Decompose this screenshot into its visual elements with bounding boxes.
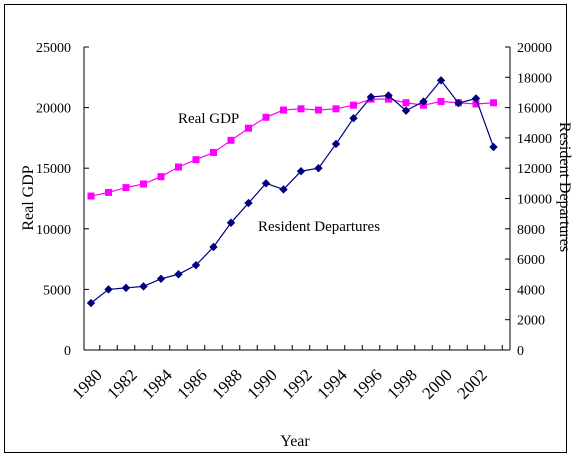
data-point-resident-departures bbox=[139, 282, 148, 291]
data-point-resident-departures bbox=[471, 94, 481, 103]
data-point-real-gdp bbox=[262, 113, 270, 121]
data-point-resident-departures bbox=[314, 164, 323, 173]
right-tick-label: 0 bbox=[517, 344, 524, 359]
data-point-real-gdp bbox=[315, 106, 322, 114]
x-tick-label: 1986 bbox=[173, 365, 210, 402]
data-point-resident-departures bbox=[244, 198, 253, 208]
data-point-resident-departures bbox=[296, 167, 306, 176]
x-tick-label: 1990 bbox=[243, 365, 280, 402]
left-tick-label: 20000 bbox=[36, 102, 71, 117]
data-point-resident-departures bbox=[226, 218, 236, 227]
data-point-real-gdp bbox=[157, 173, 165, 181]
data-point-resident-departures bbox=[191, 260, 201, 270]
data-point-real-gdp bbox=[350, 101, 357, 109]
x-tick-label: 2000 bbox=[418, 365, 455, 402]
data-point-resident-departures bbox=[121, 283, 131, 293]
data-point-real-gdp bbox=[472, 100, 480, 108]
data-point-resident-departures bbox=[436, 76, 446, 85]
left-axis-title: Real GDP bbox=[20, 165, 37, 230]
data-point-resident-departures bbox=[209, 242, 218, 252]
data-point-resident-departures bbox=[384, 91, 393, 100]
data-point-real-gdp bbox=[227, 136, 235, 144]
annotation-real-gdp: Real GDP bbox=[178, 111, 239, 127]
series-resident-departures bbox=[86, 76, 498, 308]
data-point-real-gdp bbox=[332, 105, 340, 113]
right-tick-label: 20000 bbox=[517, 41, 552, 56]
series-line-resident-departures bbox=[90, 79, 495, 304]
right-tick-label: 8000 bbox=[517, 223, 545, 238]
data-point-resident-departures bbox=[331, 139, 341, 149]
data-point-resident-departures bbox=[261, 179, 271, 188]
right-tick-label: 4000 bbox=[517, 283, 545, 298]
data-point-resident-departures bbox=[401, 106, 411, 115]
x-tick-label: 1996 bbox=[348, 365, 385, 402]
x-tick-label: 1984 bbox=[138, 365, 176, 403]
left-tick-label: 15000 bbox=[36, 162, 71, 177]
x-axis-title: Year bbox=[280, 433, 310, 450]
x-tick-label: 1992 bbox=[278, 365, 315, 402]
data-point-real-gdp bbox=[402, 99, 410, 107]
left-tick-label: 5000 bbox=[43, 283, 71, 298]
data-point-real-gdp bbox=[192, 156, 200, 164]
right-tick-label: 18000 bbox=[517, 71, 552, 86]
series-real-gdp bbox=[87, 95, 497, 200]
data-point-resident-departures bbox=[349, 114, 358, 123]
data-point-resident-departures bbox=[174, 270, 183, 279]
x-tick-label: 1982 bbox=[103, 365, 140, 402]
series-layer bbox=[86, 76, 498, 308]
x-tick-label: 1980 bbox=[68, 365, 105, 402]
data-point-real-gdp bbox=[122, 184, 130, 192]
right-tick-label: 2000 bbox=[517, 314, 545, 329]
right-tick-label: 12000 bbox=[517, 162, 552, 177]
data-point-real-gdp bbox=[140, 180, 147, 188]
series-line-real-gdp bbox=[90, 98, 494, 197]
data-point-real-gdp bbox=[297, 105, 305, 113]
data-point-real-gdp bbox=[210, 148, 217, 156]
data-point-resident-departures bbox=[419, 97, 428, 106]
data-point-resident-departures bbox=[86, 298, 96, 308]
left-tick-label: 25000 bbox=[36, 41, 71, 56]
x-tick-label: 1994 bbox=[313, 365, 351, 403]
data-point-resident-departures bbox=[156, 274, 166, 283]
annotation-resident-departures: Resident Departures bbox=[258, 219, 380, 235]
right-tick-label: 6000 bbox=[517, 253, 545, 268]
data-point-resident-departures bbox=[366, 92, 376, 102]
data-point-real-gdp bbox=[437, 98, 445, 106]
data-point-resident-departures bbox=[279, 185, 288, 194]
data-point-real-gdp bbox=[175, 163, 182, 171]
right-tick-label: 10000 bbox=[517, 193, 552, 208]
data-point-real-gdp bbox=[490, 99, 497, 107]
left-tick-label: 0 bbox=[64, 344, 71, 359]
left-tick-label: 10000 bbox=[36, 223, 71, 238]
right-axis-title: Resident Departures bbox=[556, 122, 573, 252]
chart-frame bbox=[4, 4, 567, 453]
data-point-resident-departures bbox=[489, 142, 498, 152]
x-tick-label: 1988 bbox=[208, 365, 245, 402]
data-point-resident-departures bbox=[454, 98, 463, 108]
data-point-real-gdp bbox=[245, 124, 252, 132]
x-tick-label: 1998 bbox=[383, 365, 420, 402]
data-point-real-gdp bbox=[87, 192, 95, 200]
data-point-real-gdp bbox=[280, 106, 287, 114]
right-tick-label: 16000 bbox=[517, 102, 552, 117]
data-point-resident-departures bbox=[104, 285, 113, 294]
x-tick-label: 2002 bbox=[453, 365, 490, 402]
data-point-real-gdp bbox=[105, 188, 112, 196]
right-tick-label: 14000 bbox=[517, 132, 552, 147]
